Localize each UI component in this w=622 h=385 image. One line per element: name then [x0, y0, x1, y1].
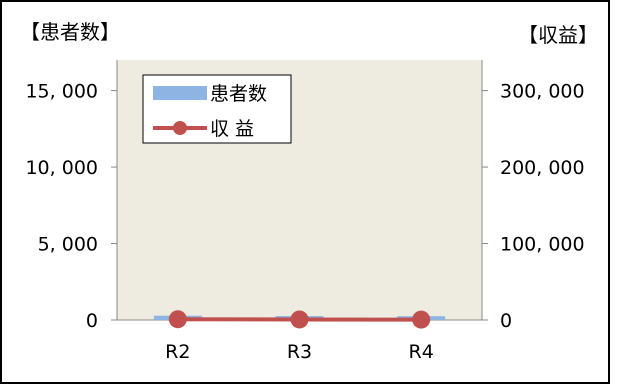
left-tick-label: 10, 000	[25, 157, 98, 179]
right-tick-label: 100, 000	[500, 234, 585, 256]
x-tick-label: R3	[287, 341, 312, 363]
right-axis-title: 【収益】	[518, 23, 598, 47]
left-tick-label: 0	[86, 310, 98, 332]
legend-bar-swatch	[153, 86, 207, 100]
left-tick-label: 5, 000	[38, 234, 98, 256]
legend-line-marker	[173, 121, 187, 135]
right-axis-ticks: 0 100, 000 200, 000 300, 000	[482, 81, 585, 332]
line-series	[168, 310, 431, 329]
x-tick-label: R4	[409, 341, 434, 363]
x-axis-labels: R2 R3 R4	[165, 341, 434, 363]
legend-line-label: 収 益	[210, 118, 254, 140]
right-tick-label: 300, 000	[500, 81, 585, 103]
left-axis-title: 【患者数】	[20, 20, 120, 44]
left-axis-ticks: 0 5, 000 10, 000 15, 000	[25, 81, 117, 332]
left-tick-label: 15, 000	[25, 81, 98, 103]
legend: 患者数 収 益	[142, 74, 292, 144]
right-tick-label: 200, 000	[500, 157, 585, 179]
x-tick-label: R2	[165, 341, 190, 363]
line-point	[168, 310, 187, 329]
legend-bar-label: 患者数	[210, 83, 267, 105]
line-point	[290, 310, 309, 329]
right-tick-label: 0	[500, 310, 512, 332]
line-point	[412, 310, 431, 329]
